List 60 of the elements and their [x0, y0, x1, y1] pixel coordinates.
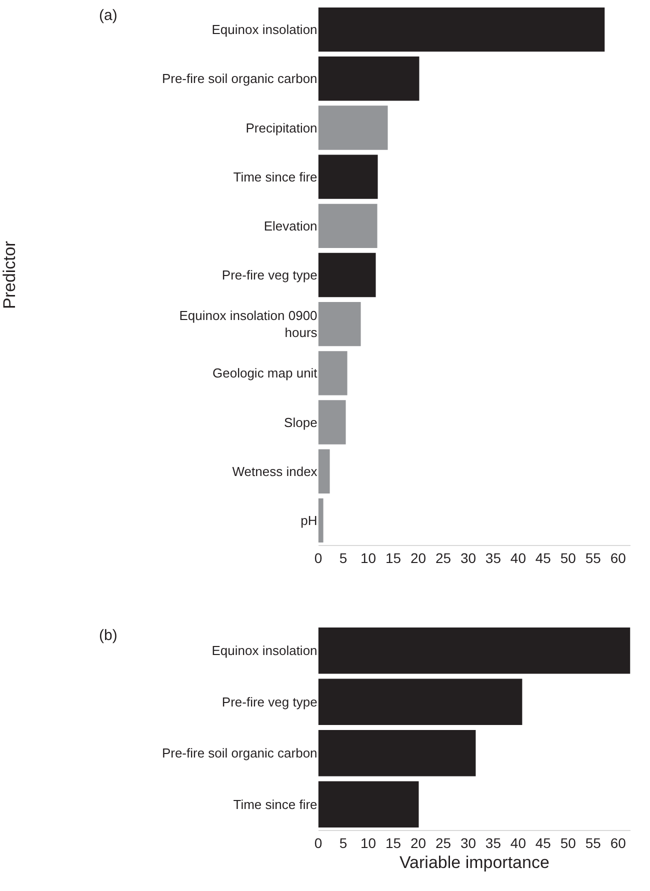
- text: (b): [99, 627, 118, 644]
- bar: [318, 7, 605, 52]
- x-tick-label: 15: [385, 550, 402, 566]
- y-tick-label: Equinox insolation: [212, 22, 318, 38]
- x-tick-label: 25: [435, 834, 452, 851]
- bar: [318, 449, 330, 494]
- y-tick-label: Pre-fire soil organic carbon: [162, 71, 318, 86]
- x-tick-label: 40: [510, 834, 526, 851]
- x-tick-label: 50: [560, 550, 576, 566]
- bar: [318, 106, 388, 150]
- bar: [318, 302, 361, 346]
- x-tick-label: 15: [385, 834, 402, 851]
- y-tick-label: Pre-fire veg type: [222, 694, 318, 710]
- bar: [318, 628, 630, 674]
- x-tick-label: 30: [460, 550, 476, 566]
- y-tick-label: Pre-fire veg type: [222, 268, 318, 283]
- bar: [318, 498, 324, 543]
- x-tick-label: 30: [460, 834, 476, 851]
- y-tick-label: Equinox insolation 0900 hours: [179, 308, 318, 340]
- y-tick-label: Equinox insolation: [212, 643, 318, 658]
- y-tick-label: Precipitation: [246, 120, 318, 136]
- x-tick-label: 50: [560, 834, 576, 851]
- x-tick-label: 40: [510, 550, 526, 566]
- x-tick-label: 55: [585, 834, 602, 851]
- y-tick-label: Time since fire: [233, 169, 318, 184]
- bar: [318, 351, 348, 396]
- bar: [318, 154, 378, 199]
- text: (a): [99, 7, 118, 24]
- bar: [318, 204, 378, 248]
- y-tick-label: Elevation: [264, 218, 318, 234]
- bar: [318, 781, 419, 828]
- x-tick-label: 0: [314, 834, 322, 851]
- x-tick-label: 5: [339, 550, 348, 566]
- y-tick-label: Pre-fire soil organic carbon: [162, 746, 318, 761]
- x-tick-label: 20: [410, 834, 426, 851]
- y-tick-label: Time since fire: [233, 796, 318, 812]
- x-tick-label: 35: [485, 834, 502, 851]
- bar: [318, 730, 476, 776]
- y-tick-label: Slope: [284, 414, 318, 430]
- x-tick-label: 60: [610, 550, 626, 566]
- x-tick-label: 45: [535, 550, 552, 566]
- x-tick-label: 5: [339, 834, 348, 851]
- y-tick-label: pH: [300, 513, 318, 528]
- y-tick-label: Geologic map unit: [212, 366, 318, 381]
- bar: [318, 56, 420, 101]
- x-tick-label: 45: [535, 834, 552, 851]
- x-tick-label: 0: [314, 550, 322, 566]
- x-tick-label: 10: [360, 834, 376, 851]
- x-tick-label: 55: [585, 550, 602, 566]
- bar: [318, 678, 522, 725]
- bar: [318, 400, 346, 444]
- x-tick-label: 10: [360, 550, 376, 566]
- bar: [318, 252, 376, 298]
- x-tick-label: 35: [485, 550, 502, 566]
- x-axis-title: Variable importance: [399, 853, 550, 872]
- x-tick-label: 20: [410, 550, 426, 566]
- y-axis-title: Predictor: [0, 240, 19, 310]
- y-tick-label: Wetness index: [232, 464, 318, 479]
- x-tick-label: 60: [610, 834, 626, 851]
- x-tick-label: 25: [435, 550, 452, 566]
